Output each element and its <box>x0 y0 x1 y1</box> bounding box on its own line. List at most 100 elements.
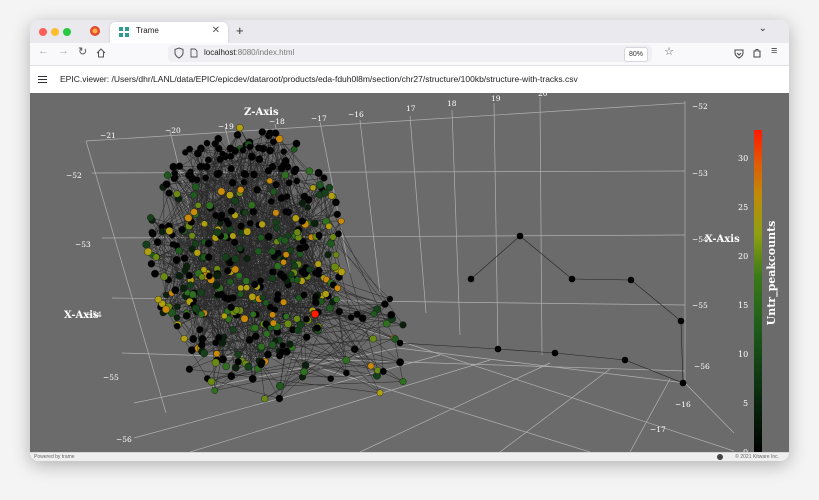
structure-node <box>249 207 258 216</box>
structure-node <box>333 296 340 303</box>
structure-node <box>266 177 274 185</box>
structure-node <box>282 313 290 320</box>
structure-node <box>221 312 228 320</box>
structure-node <box>188 290 197 299</box>
structure-node <box>391 335 399 343</box>
structure-node <box>212 212 220 219</box>
structure-node <box>160 272 169 281</box>
close-window-icon[interactable] <box>39 28 47 36</box>
menu-icon[interactable]: ≡ <box>771 45 778 57</box>
list-tabs-icon[interactable]: ⌄ <box>758 23 767 34</box>
structure-node <box>144 247 153 256</box>
reload-icon[interactable]: ↻ <box>78 46 88 58</box>
structure-node <box>170 175 178 183</box>
navigation-toolbar: ← → ↻ localhost:8080/index.html 80% ☆ ≡ <box>30 43 789 66</box>
structure-node <box>285 179 293 187</box>
3d-plot-canvas[interactable]: Z-Axis X-Axis X-Axis −21 −20 −19 −18 −17… <box>30 93 789 452</box>
structure-node <box>292 214 300 223</box>
structure-node <box>174 303 181 311</box>
structure-node <box>282 208 290 216</box>
minimize-window-icon[interactable] <box>51 28 59 36</box>
structure-node <box>257 342 266 351</box>
tab-strip: Trame ✕ + ⌄ <box>30 20 789 43</box>
zoom-level-badge[interactable]: 80% <box>623 47 648 62</box>
structure-node <box>214 291 222 299</box>
z-tick: −19 <box>218 122 234 131</box>
structure-node <box>386 295 394 303</box>
colorbar-tick: 10 <box>738 350 748 359</box>
url-text: localhost:8080/index.html <box>204 48 295 57</box>
new-tab-icon[interactable]: + <box>236 23 244 38</box>
structure-node <box>178 225 186 234</box>
structure-node <box>211 140 219 148</box>
structure-node <box>269 319 277 327</box>
back-icon[interactable]: ← <box>38 45 49 57</box>
structure-node <box>293 228 301 236</box>
structure-node <box>200 349 209 358</box>
structure-node <box>376 389 384 397</box>
app-menu-icon[interactable] <box>38 76 47 83</box>
structure-node <box>197 144 205 153</box>
structure-node <box>148 228 156 236</box>
structure-node <box>201 220 208 228</box>
structure-node <box>258 128 267 136</box>
structure-node <box>258 220 266 228</box>
structure-node <box>259 294 266 301</box>
firefox-view-icon[interactable] <box>89 25 101 37</box>
structure-node <box>270 138 277 146</box>
maximize-window-icon[interactable] <box>63 28 71 36</box>
structure-node <box>162 291 170 299</box>
z-tick: 20 <box>538 93 548 98</box>
close-tab-icon[interactable]: ✕ <box>211 25 220 36</box>
structure-node <box>211 358 220 367</box>
structure-node <box>270 188 278 196</box>
colorbar-tick: 0 <box>743 448 748 452</box>
pocket-icon[interactable] <box>734 48 744 59</box>
structure-node <box>154 295 162 304</box>
structure-node <box>212 281 221 290</box>
colorbar-title: Untr_peakcounts <box>765 221 779 326</box>
structure-node <box>253 186 261 194</box>
3d-render-view[interactable]: Z-Axis X-Axis X-Axis −21 −20 −19 −18 −17… <box>30 93 789 452</box>
structure-node <box>191 239 200 248</box>
structure-node <box>215 334 223 342</box>
structure-node <box>279 273 288 282</box>
home-icon[interactable] <box>96 48 106 58</box>
structure-node <box>235 272 243 280</box>
structure-node <box>327 375 335 383</box>
powered-by-text[interactable]: Powered by trame <box>34 454 75 460</box>
colorbar-tick: 25 <box>738 203 748 212</box>
structure-node <box>374 366 382 374</box>
structure-node <box>213 271 222 280</box>
tracking-protection-icon[interactable] <box>174 47 184 59</box>
bookmark-star-icon[interactable]: ☆ <box>664 46 674 58</box>
page-info-icon[interactable] <box>190 48 198 58</box>
structure-node <box>237 186 245 194</box>
structure-node <box>266 303 274 311</box>
structure-node-peak <box>311 309 320 318</box>
structure-node <box>221 294 229 302</box>
structure-node <box>274 262 282 270</box>
structure-node <box>227 372 236 380</box>
structure-node <box>382 319 391 328</box>
structure-node <box>231 197 240 205</box>
github-icon[interactable] <box>717 454 723 460</box>
structure-node <box>257 234 265 242</box>
structure-node <box>162 305 170 314</box>
structure-node <box>257 361 265 369</box>
url-bar[interactable]: localhost:8080/index.html 80% ☆ <box>168 45 674 62</box>
structure-node <box>277 194 286 203</box>
structure-node <box>240 314 249 323</box>
forward-icon[interactable]: → <box>58 45 69 57</box>
structure-node <box>284 319 292 328</box>
tab-trame[interactable]: Trame ✕ <box>110 22 228 43</box>
extensions-icon[interactable] <box>752 48 762 59</box>
structure-node <box>282 251 290 258</box>
structure-node <box>221 253 230 261</box>
track-polyline <box>396 232 687 387</box>
colorbar <box>754 130 762 452</box>
structure-node <box>247 152 256 161</box>
structure-node <box>304 204 311 211</box>
structure-node <box>291 262 299 270</box>
structure-node <box>227 164 235 173</box>
